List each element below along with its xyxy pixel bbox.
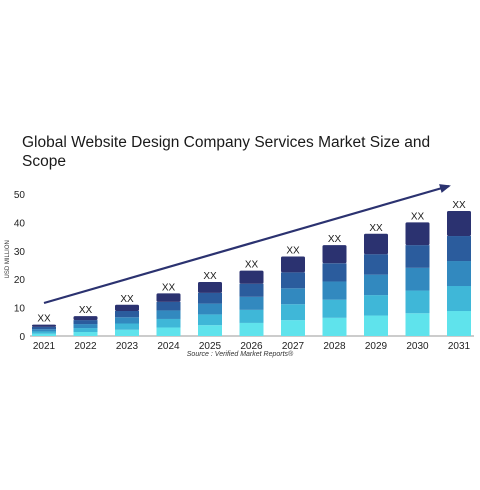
y-tick-label-50: 50 xyxy=(14,190,26,201)
bar-2030-segment-4 xyxy=(405,245,430,268)
bar-2030-segment-1 xyxy=(405,313,430,336)
bar-2027-segment-1 xyxy=(281,320,305,336)
data-label-2025: XX xyxy=(203,271,217,282)
bar-2025-segment-3 xyxy=(198,303,222,315)
bar-2030-segment-5 xyxy=(405,222,430,246)
y-tick-label-0: 0 xyxy=(19,332,25,343)
bar-2029-segment-4 xyxy=(364,254,388,275)
bar-2025-segment-5 xyxy=(198,282,222,293)
bar-2022-segment-5 xyxy=(73,316,98,321)
bar-2029-segment-3 xyxy=(364,274,388,296)
data-label-2023: XX xyxy=(120,294,134,305)
data-label-2026: XX xyxy=(245,260,259,271)
bar-2030-segment-2 xyxy=(405,290,430,314)
bar-2024-segment-4 xyxy=(156,301,181,311)
bar-2026-segment-1 xyxy=(239,322,264,336)
bar-2031-segment-3 xyxy=(447,261,471,287)
bar-2024-segment-2 xyxy=(156,318,181,328)
bar-2027-segment-3 xyxy=(281,288,305,305)
bar-2021-segment-1 xyxy=(32,333,56,336)
data-label-2024: XX xyxy=(162,282,176,293)
data-label-2027: XX xyxy=(286,245,300,256)
y-tick-label-10: 10 xyxy=(14,304,26,315)
bar-2022-segment-4 xyxy=(73,320,98,325)
x-axis: 2021 2022 2023 2024 2025 2026 2027 2028 2029 2030… xyxy=(33,341,471,352)
x-tick-label-2030: 2030 xyxy=(406,341,429,352)
y-axis-label: USD MILLION xyxy=(5,240,11,278)
data-label-2029: XX xyxy=(369,223,383,234)
bar-2031-segment-2 xyxy=(447,286,471,312)
bar-2026-segment-3 xyxy=(239,296,264,310)
x-tick-label-2023: 2023 xyxy=(116,341,139,352)
bars xyxy=(32,211,471,336)
bar-2028-segment-1 xyxy=(322,317,347,336)
bar-2027-segment-2 xyxy=(281,304,305,321)
bar-2031-segment-4 xyxy=(447,236,471,262)
bar-2028-segment-2 xyxy=(322,299,347,318)
bar-2026-segment-2 xyxy=(239,309,264,323)
chart-title: Global Website Design Company Services M… xyxy=(22,134,431,170)
data-label-2031: XX xyxy=(452,200,466,211)
x-tick-label-2021: 2021 xyxy=(33,341,56,352)
bar-2023-segment-5 xyxy=(115,304,139,312)
data-label-2030: XX xyxy=(411,211,425,222)
x-tick-label-2022: 2022 xyxy=(74,341,97,352)
bar-2024-segment-1 xyxy=(156,327,181,336)
bar-2030-segment-3 xyxy=(405,267,430,291)
y-tick-label-20: 20 xyxy=(14,275,26,286)
bar-2029-segment-1 xyxy=(364,315,388,336)
bar-2025-segment-4 xyxy=(198,292,222,304)
x-tick-label-2029: 2029 xyxy=(365,341,388,352)
bar-2023-segment-2 xyxy=(115,323,139,330)
x-tick-label-2028: 2028 xyxy=(323,341,346,352)
trend-arrow-line xyxy=(43,184,450,305)
bar-2021-segment-4 xyxy=(32,326,56,330)
x-tick-label-2031: 2031 xyxy=(448,341,471,352)
bar-2026-segment-4 xyxy=(239,283,264,297)
data-label-2022: XX xyxy=(79,305,93,316)
y-tick-label-30: 30 xyxy=(14,247,26,258)
bar-2024-segment-5 xyxy=(156,293,181,302)
bar-2031-segment-1 xyxy=(447,311,471,336)
x-tick-label-2024: 2024 xyxy=(157,341,180,352)
bar-2022-segment-2 xyxy=(73,328,98,333)
bar-2023-segment-4 xyxy=(115,311,139,318)
x-tick-label-2027: 2027 xyxy=(282,341,305,352)
bar-2026-segment-5 xyxy=(239,270,264,284)
x-tick-label-2025: 2025 xyxy=(199,341,222,352)
bar-2021-segment-5 xyxy=(32,324,56,327)
bar-2023-segment-1 xyxy=(115,329,139,336)
bar-2028-segment-5 xyxy=(322,245,347,264)
bar-2022-segment-1 xyxy=(73,332,98,336)
bar-2022-segment-3 xyxy=(73,324,98,329)
bar-2029-segment-5 xyxy=(364,233,388,255)
bar-2025-segment-1 xyxy=(198,325,222,336)
bar-2023-segment-3 xyxy=(115,317,139,324)
bar-2029-segment-2 xyxy=(364,295,388,316)
bar-2028-segment-3 xyxy=(322,281,347,300)
bar-2027-segment-4 xyxy=(281,272,305,289)
y-tick-label-40: 40 xyxy=(14,218,26,229)
bar-2031-segment-5 xyxy=(447,211,471,237)
y-axis: 0 10 20 30 40 50 xyxy=(14,190,26,343)
bar-2028-segment-4 xyxy=(322,263,347,282)
x-tick-label-2026: 2026 xyxy=(240,341,263,352)
source-note: Source : Verified Market Reports® xyxy=(186,351,294,358)
trend-arrow xyxy=(43,184,451,305)
data-labels: XX XX XX XX XX XX XX XX XX XX XX xyxy=(37,200,466,325)
bar-2021-segment-3 xyxy=(32,329,56,332)
data-label-2028: XX xyxy=(328,234,342,245)
bar-2025-segment-2 xyxy=(198,314,222,326)
data-label-2021: XX xyxy=(37,314,51,325)
bar-2027-segment-5 xyxy=(281,256,305,273)
trend-arrow-head xyxy=(439,184,451,193)
bar-2021-segment-2 xyxy=(32,331,56,334)
bar-2024-segment-3 xyxy=(156,310,181,319)
